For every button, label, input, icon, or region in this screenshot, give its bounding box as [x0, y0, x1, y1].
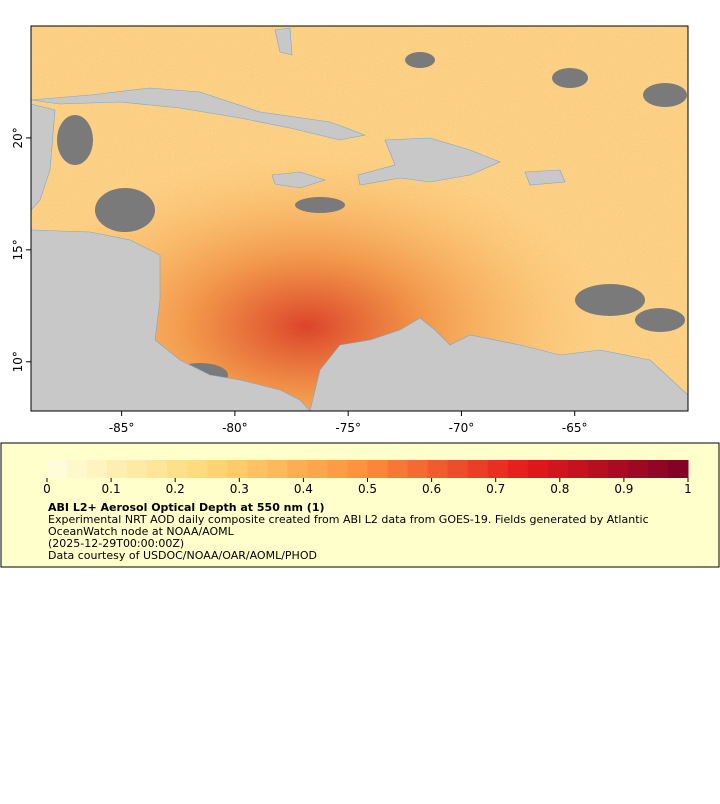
colorbar-block	[47, 460, 68, 478]
legend-line: OceanWatch node at NOAA/AOML	[48, 525, 235, 538]
colorbar-block	[607, 460, 629, 478]
x-tick-label: -85°	[109, 421, 135, 435]
colorbar-block	[567, 460, 589, 478]
colorbar-block	[127, 460, 148, 478]
colorbar-block	[447, 460, 469, 478]
colorbar-block	[587, 460, 609, 478]
legend-line: Data courtesy of USDOC/NOAA/OAR/AOML/PHO…	[48, 549, 317, 562]
colorbar-block	[327, 460, 348, 478]
colorbar-block	[287, 460, 308, 478]
colorbar-block	[467, 460, 489, 478]
y-tick-label: 10°	[11, 351, 25, 372]
x-tick-label: -80°	[222, 421, 248, 435]
colorbar-block	[547, 460, 569, 478]
colorbar-block	[627, 460, 649, 478]
colorbar-block	[147, 460, 168, 478]
colorbar-block	[487, 460, 509, 478]
colorbar-tick-label: 0.9	[614, 482, 633, 496]
colorbar-tick-label: 0.6	[422, 482, 441, 496]
colorbar-block	[667, 460, 689, 478]
colorbar-block	[247, 460, 268, 478]
colorbar-block	[107, 460, 128, 478]
x-tick-label: -65°	[562, 421, 588, 435]
legend-line: Experimental NRT AOD daily composite cre…	[48, 513, 649, 526]
y-tick-label: 15°	[11, 239, 25, 260]
colorbar-block	[167, 460, 188, 478]
colorbar-block	[267, 460, 288, 478]
colorbar-tick-label: 0.7	[486, 482, 505, 496]
colorbar-tick-label: 1	[684, 482, 692, 496]
colorbar-tick-label: 0.8	[550, 482, 569, 496]
y-tick-label: 20°	[11, 127, 25, 148]
colorbar-block	[407, 460, 429, 478]
colorbar-block	[207, 460, 228, 478]
colorbar-block	[527, 460, 549, 478]
land	[31, 27, 688, 411]
colorbar-block	[387, 460, 409, 478]
colorbar-tick-label: 0	[43, 482, 51, 496]
colorbar-block	[187, 460, 208, 478]
colorbar-block	[507, 460, 529, 478]
colorbar-block	[427, 460, 449, 478]
legend-title: ABI L2+ Aerosol Optical Depth at 550 nm …	[48, 501, 325, 514]
colorbar-block	[367, 460, 389, 478]
colorbar-block	[307, 460, 328, 478]
map-raster	[31, 26, 688, 411]
x-tick-label: -70°	[449, 421, 475, 435]
colorbar-tick-label: 0.1	[102, 482, 121, 496]
map-frame	[30, 25, 689, 412]
legend-line: (2025-12-29T00:00:00Z)	[48, 537, 184, 550]
colorbar-tick-label: 0.5	[358, 482, 377, 496]
colorbar-block	[67, 460, 88, 478]
colorbar-tick-label: 0.2	[166, 482, 185, 496]
colorbar-tick-label: 0.3	[230, 482, 249, 496]
colorbar-block	[647, 460, 669, 478]
colorbar-block	[347, 460, 368, 478]
colorbar-tick-label: 0.4	[294, 482, 313, 496]
colorbar-block	[227, 460, 248, 478]
x-tick-label: -75°	[335, 421, 361, 435]
colorbar-block	[87, 460, 108, 478]
